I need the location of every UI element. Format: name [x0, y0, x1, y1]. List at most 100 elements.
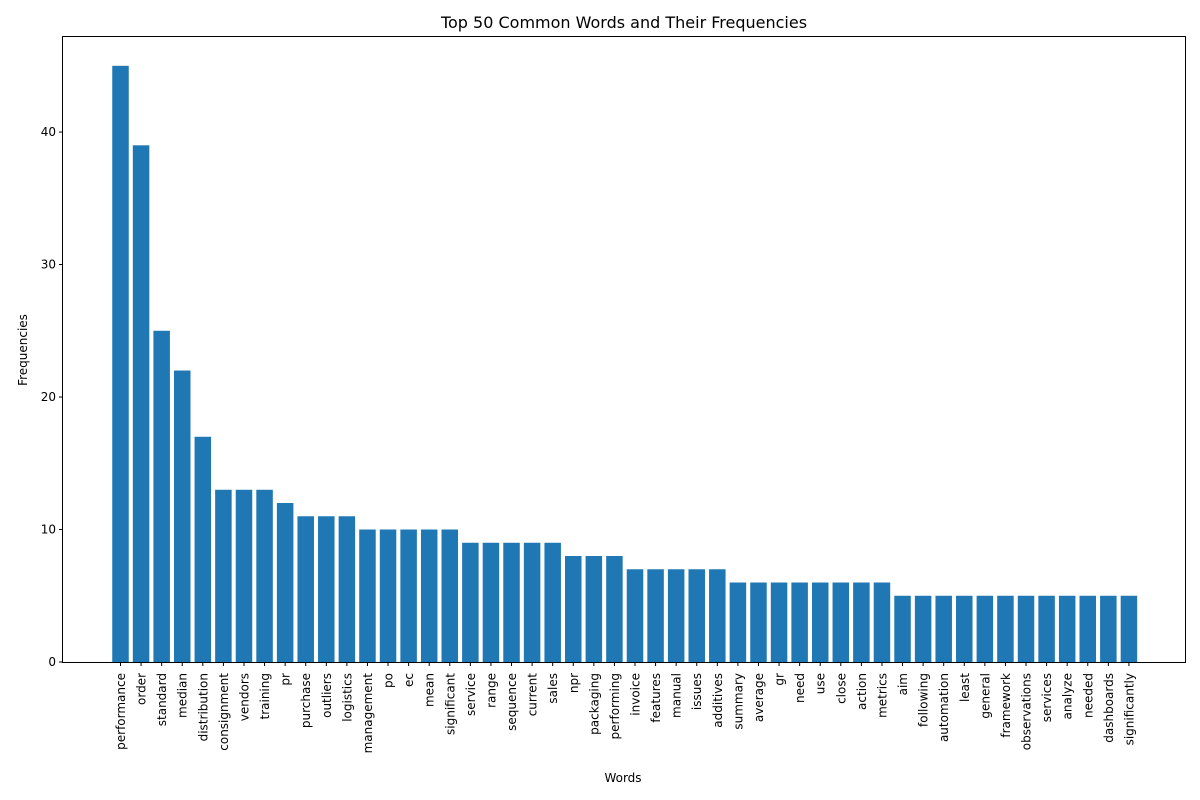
x-tick-label: features — [649, 673, 663, 723]
y-tick-label: 40 — [41, 125, 56, 139]
bar-ec — [400, 529, 417, 662]
bar-additives — [709, 569, 726, 662]
bar-logistics — [338, 516, 356, 662]
x-tick-label: significant — [443, 673, 457, 735]
bar-features — [647, 569, 664, 662]
bar-action — [853, 582, 870, 662]
y-axis: 0 10 20 30 40 — [41, 125, 63, 669]
x-tick-label: automation — [937, 673, 951, 742]
x-tick-label: consignment — [217, 673, 231, 751]
x-axis-title: Words — [604, 771, 641, 785]
chart-title: Top 50 Common Words and Their Frequencie… — [440, 13, 807, 32]
bar-standard — [153, 330, 170, 662]
x-tick-label: dashboards — [1102, 673, 1116, 743]
x-tick-label: significantly — [1122, 673, 1136, 745]
bar-summary — [729, 582, 747, 662]
bar-gr — [770, 582, 788, 662]
bar-npr — [565, 556, 582, 662]
bar-needed — [1079, 595, 1097, 662]
bar-current — [523, 542, 541, 662]
x-tick-label: manual — [670, 673, 684, 718]
x-tick-label: ec — [402, 673, 416, 687]
bar-metrics — [873, 582, 891, 662]
bar-performing — [606, 556, 623, 662]
bar-training — [256, 489, 273, 662]
bar-close — [832, 582, 850, 662]
x-tick-label: mean — [423, 673, 437, 707]
x-tick-label: outliers — [320, 673, 334, 718]
x-tick-label: logistics — [340, 673, 354, 722]
bar-automation — [935, 595, 952, 662]
bar-need — [791, 582, 808, 662]
x-tick-label: training — [258, 673, 272, 720]
bar-least — [956, 595, 973, 662]
x-tick-label: pr — [279, 673, 293, 686]
x-tick-label: summary — [731, 673, 745, 730]
y-tick-label: 0 — [48, 655, 56, 669]
x-tick-label: standard — [155, 673, 169, 726]
x-tick-label: metrics — [875, 673, 889, 718]
bar-series — [112, 65, 1138, 663]
x-tick-label: median — [176, 673, 190, 718]
bar-po — [379, 529, 397, 662]
bar-significantly — [1120, 595, 1138, 662]
x-tick-label: gr — [773, 673, 787, 686]
x-tick-label: sales — [546, 673, 560, 704]
bar-pr — [276, 503, 294, 662]
bar-sales — [544, 542, 561, 662]
x-tick-label: close — [834, 673, 848, 704]
plot-frame — [62, 36, 1186, 663]
bar-use — [811, 582, 829, 662]
y-tick-label: 30 — [41, 258, 56, 272]
x-axis: performance order standard median distributi… — [114, 662, 1136, 753]
x-tick-label: packaging — [587, 673, 601, 735]
x-tick-label: npr — [567, 673, 581, 693]
x-tick-label: management — [361, 673, 375, 754]
bar-distribution — [194, 436, 212, 662]
x-tick-label: issues — [690, 673, 704, 710]
bar-general — [976, 595, 994, 662]
bar-purchase — [297, 516, 314, 662]
x-tick-label: services — [1040, 673, 1054, 722]
y-tick-label: 10 — [41, 523, 56, 537]
x-tick-label: following — [917, 673, 931, 727]
bar-services — [1038, 595, 1055, 662]
x-tick-label: general — [978, 673, 992, 719]
x-tick-label: performance — [114, 673, 128, 750]
x-tick-label: distribution — [196, 673, 210, 741]
bar-invoice — [626, 569, 644, 662]
bar-median — [173, 370, 191, 662]
bar-observations — [1017, 595, 1035, 662]
y-axis-title: Frequencies — [16, 314, 30, 386]
x-tick-label: order — [135, 673, 149, 705]
x-tick-label: needed — [1081, 673, 1095, 718]
x-tick-label: need — [793, 673, 807, 703]
bar-framework — [997, 595, 1014, 662]
x-tick-label: additives — [711, 673, 725, 728]
bar-mean — [420, 529, 438, 662]
x-tick-label: po — [382, 673, 396, 688]
x-tick-label: aim — [896, 673, 910, 695]
bar-aim — [894, 595, 911, 662]
bar-following — [914, 595, 932, 662]
bar-packaging — [585, 556, 603, 662]
bar-management — [359, 529, 376, 662]
x-tick-label: analyze — [1061, 673, 1075, 719]
x-tick-label: current — [526, 673, 540, 717]
bar-average — [750, 582, 767, 662]
x-tick-label: invoice — [629, 673, 643, 716]
x-tick-label: purchase — [299, 673, 313, 728]
bar-analyze — [1058, 595, 1076, 662]
y-tick-label: 20 — [41, 390, 56, 404]
x-tick-label: action — [855, 673, 869, 710]
bar-consignment — [215, 489, 232, 662]
x-tick-label: vendors — [237, 673, 251, 721]
bar-service — [462, 542, 479, 662]
bar-performance — [112, 65, 129, 662]
x-tick-label: use — [814, 673, 828, 694]
x-tick-label: average — [752, 673, 766, 722]
x-tick-label: sequence — [505, 673, 519, 731]
bar-vendors — [235, 489, 253, 662]
